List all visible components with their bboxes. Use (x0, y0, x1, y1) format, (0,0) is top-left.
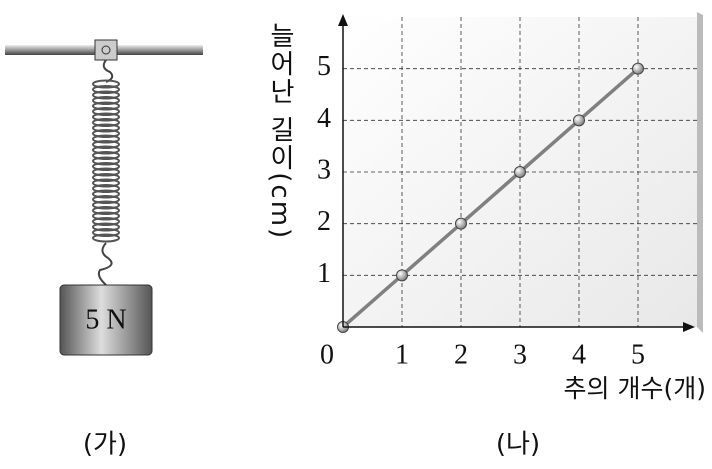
spring-coil (92, 134, 120, 144)
spring-coil (92, 200, 120, 210)
chart: 0 1 2 3 4 5 1 2 3 4 5 (317, 17, 697, 370)
spring-coil (92, 178, 120, 188)
clamp (94, 39, 118, 61)
y-tick-label: 1 (317, 258, 331, 289)
spring-coil (92, 90, 120, 100)
caption: (가) (83, 430, 127, 460)
spring-coil (92, 140, 120, 149)
spring-hook (97, 242, 113, 286)
y-tick-label: 4 (317, 103, 331, 134)
spring-coil (92, 173, 120, 182)
spring-coil (92, 211, 120, 221)
x-tick-label: 4 (572, 339, 586, 370)
spring-coil (92, 217, 120, 226)
spring-coil (92, 233, 120, 243)
weight-label: 5 N (85, 304, 126, 335)
spring-coil (92, 162, 120, 171)
x-axis-label: 추의 개수(개) (564, 374, 706, 403)
data-point (573, 114, 585, 127)
y-axis-label: 늘어난 길이(cm) (265, 22, 295, 241)
spring-coil (92, 123, 120, 133)
x-tick-label: 5 (631, 339, 645, 370)
x-tick-label: 0 (320, 339, 334, 370)
y-tick-label: 5 (317, 51, 331, 82)
spring-coil (92, 129, 120, 138)
x-tick-label: 1 (395, 339, 409, 370)
plot-edge (697, 12, 703, 333)
spring-coil (92, 195, 120, 204)
spring-coil (92, 79, 120, 89)
spring-coil (92, 228, 120, 237)
spring-coil (92, 151, 120, 160)
y-tick-label: 3 (317, 154, 331, 185)
caption: (나) (496, 430, 540, 460)
x-tick-label: 3 (513, 339, 527, 370)
spring-hook (102, 59, 114, 83)
spring-coil (92, 85, 120, 94)
data-point (455, 217, 467, 230)
spring-coil (92, 189, 120, 199)
screw (101, 45, 111, 55)
spring-coil (92, 156, 120, 166)
arrow (338, 14, 348, 26)
y-tick-label: 2 (317, 206, 331, 237)
weight (59, 284, 153, 356)
spring-coil (92, 222, 120, 232)
arrow (683, 322, 695, 332)
spring-coil (92, 167, 120, 177)
spring-coil (92, 107, 120, 116)
spring-coil (92, 118, 120, 127)
data-line (341, 67, 640, 329)
spring-coil (92, 145, 120, 155)
spring-coil (92, 206, 120, 215)
data-point (632, 62, 644, 75)
spring-coil (92, 96, 120, 105)
spring-coil (92, 184, 120, 193)
data-point (514, 166, 526, 178)
x-tick-label: 2 (454, 339, 468, 370)
data-point (396, 269, 408, 282)
spring-coil (92, 112, 120, 122)
spring (92, 59, 120, 286)
spring-coil (92, 101, 120, 111)
